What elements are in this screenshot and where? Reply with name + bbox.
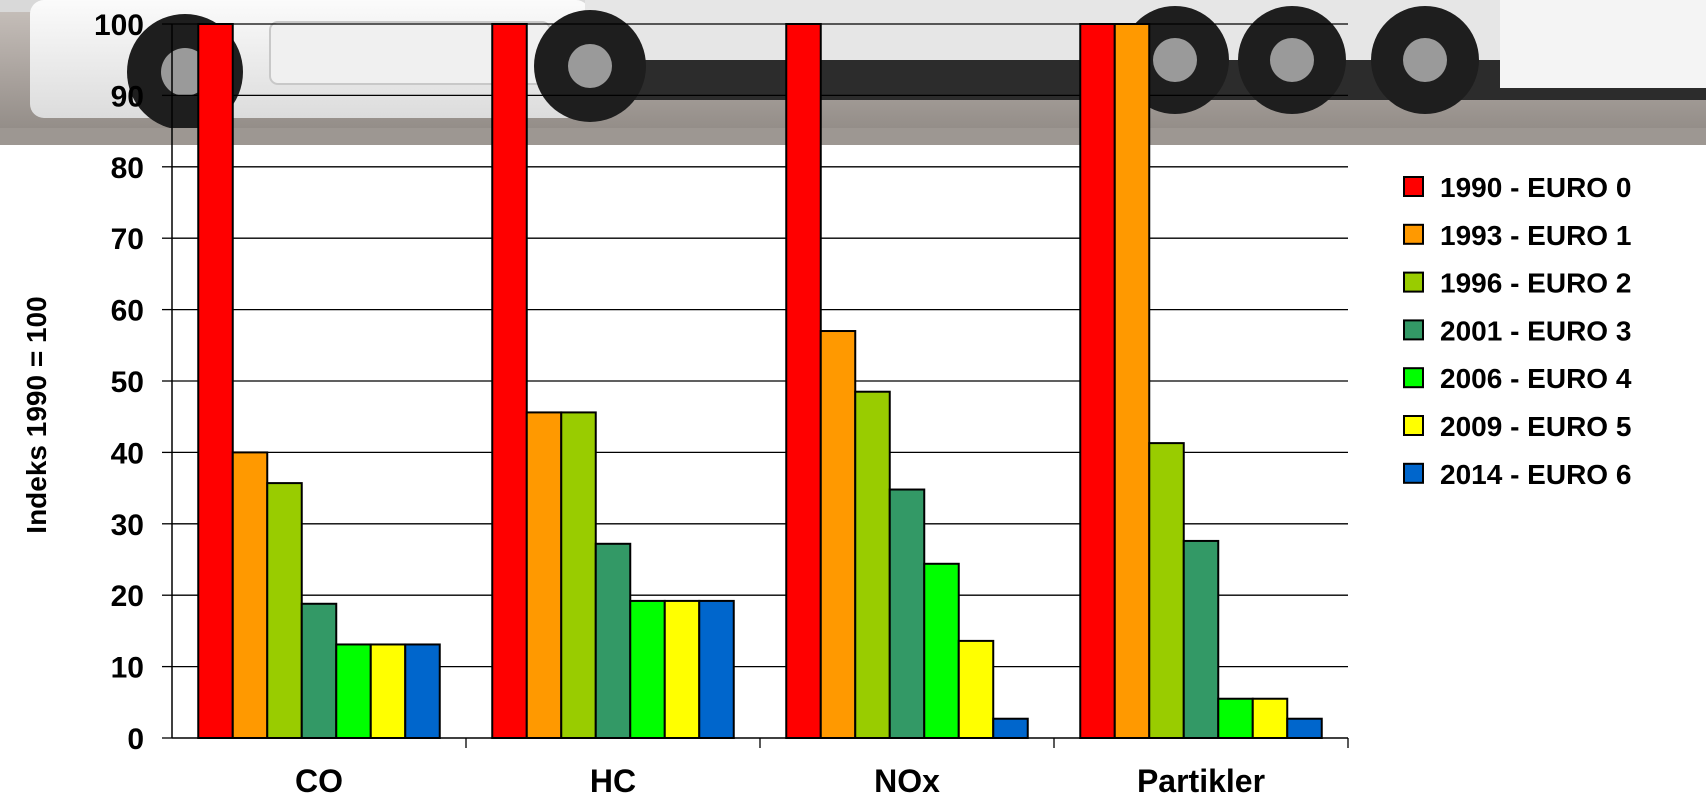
bar-hc-0 [491,23,528,739]
bar-co-1 [231,451,269,739]
y-tick-label: 70 [111,223,144,256]
bar-co-5 [369,643,407,739]
legend-swatch [1403,415,1424,436]
legend-label: 2006 - EURO 4 [1440,363,1632,394]
truck-photo [0,0,1706,145]
bar-hc-5 [663,599,701,739]
bar-partikler-1 [1113,23,1151,739]
x-category-label: NOx [874,763,940,799]
bar-partikler-4 [1217,697,1254,739]
bar-partikler-6 [1286,717,1323,739]
legend: 1990 - EURO 0 1993 - EURO 1 1996 - EURO 2 2… [1403,172,1632,490]
bar-nox-6 [992,717,1029,739]
x-category-label: CO [295,763,343,799]
bar-hc-1 [525,411,563,739]
y-tick-label: 30 [111,509,144,542]
bar-nox-5 [957,639,995,739]
bar-partikler-3 [1182,539,1220,739]
legend-swatch [1403,462,1424,484]
y-tick-label: 50 [111,366,144,399]
y-tick-label: 10 [111,652,144,685]
y-tick-label: 80 [111,152,144,185]
y-tick-labels: 0 10 20 30 40 50 60 70 80 90 100 [94,9,144,756]
bar-nox-4 [923,562,960,739]
x-category-label: Partikler [1137,763,1265,799]
y-tick-label: 40 [111,437,144,470]
bar-hc-2 [560,411,597,739]
legend-swatch [1403,223,1424,245]
legend-label: 1996 - EURO 2 [1440,268,1631,299]
bar-hc-3 [594,542,632,739]
y-tick-label: 60 [111,295,144,328]
bar-partikler-2 [1148,442,1185,739]
legend-swatch [1403,367,1424,389]
bar-co-6 [404,643,441,739]
bar-nox-2 [854,390,891,739]
bar-partikler-0 [1079,23,1116,739]
bar-nox-0 [785,23,822,739]
legend-label: 1993 - EURO 1 [1440,220,1631,251]
bar-hc-6 [698,599,735,739]
bar-co-2 [266,482,303,739]
axes [162,23,1349,748]
bar-nox-3 [888,488,926,740]
legend-label: 1990 - EURO 0 [1440,172,1631,203]
legend-label: 2009 - EURO 5 [1440,411,1631,442]
legend-swatch [1403,319,1424,341]
bar-co-4 [335,643,372,739]
bar-hc-4 [629,599,666,739]
bar-nox-1 [819,330,857,739]
x-category-label: HC [590,763,636,799]
legend-label: 2014 - EURO 6 [1440,459,1631,490]
y-tick-label: 0 [127,723,144,756]
bar-co-0 [197,23,234,739]
y-tick-label: 90 [111,80,144,113]
legend-label: 2001 - EURO 3 [1440,315,1631,346]
y-tick-label: 20 [111,580,144,613]
category-labels: CO HC NOx Partikler [295,763,1265,799]
y-tick-label: 100 [94,9,144,42]
legend-swatch [1403,176,1424,197]
y-axis-label: Indeks 1990 = 100 [21,296,52,533]
bar-partikler-5 [1251,697,1289,739]
bar-co-3 [300,602,338,739]
legend-swatch [1403,271,1424,293]
